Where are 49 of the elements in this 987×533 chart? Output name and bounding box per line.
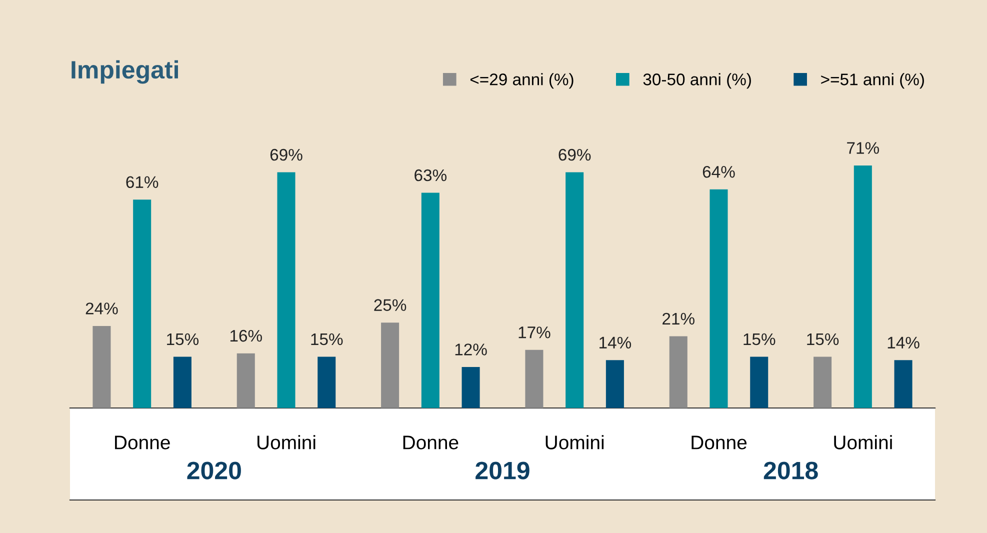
data-label: 15% [311,333,343,346]
bar [462,367,480,408]
bar [750,356,768,408]
legend-label: <=29 anni (%) [470,73,574,89]
data-label: 25% [374,299,406,311]
x-tick-label: Donne [115,436,170,450]
bar [566,172,584,408]
text: 2018 [764,462,818,480]
bar [236,353,255,408]
bar [854,165,872,408]
bar [421,192,440,408]
data-label: 69% [270,148,302,161]
bar [710,189,728,408]
data-label: 24% [86,302,118,314]
x-tick-label: Uomini [546,435,604,450]
bar [894,360,912,408]
x-tick-label: Donne [692,436,747,450]
data-label: 63% [414,169,447,182]
text: 2020 [187,462,241,480]
bar [381,322,400,408]
data-label: 14% [600,336,632,348]
x-tick-label: Uomini [834,435,892,450]
data-label: 15% [807,333,839,346]
bar [606,360,624,408]
data-label: 71% [847,142,880,154]
data-label: 12% [455,344,487,356]
data-label: 21% [662,312,694,325]
x-tick-label: Donne [403,436,458,450]
data-label: 16% [230,330,262,342]
data-label: 17% [518,326,550,338]
bar [133,200,152,408]
text: 2019 [476,462,530,480]
legend-label: 30-50 anni (%) [643,73,751,89]
data-label: 64% [702,166,735,178]
data-label: 14% [888,336,920,348]
bar [318,356,336,408]
bar [173,356,192,408]
bar [525,350,544,408]
data-label: 15% [167,333,199,346]
legend-label: >=51 anni (%) [821,73,924,89]
data-label: 15% [744,333,776,346]
data-label: 61% [126,176,158,188]
data-label: 69% [558,148,591,161]
x-tick-label: Uomini [258,435,316,450]
bar [814,356,832,408]
chart-title: Impiegati [72,60,178,84]
bar [92,326,111,408]
bar [277,172,296,408]
bar [669,336,688,408]
